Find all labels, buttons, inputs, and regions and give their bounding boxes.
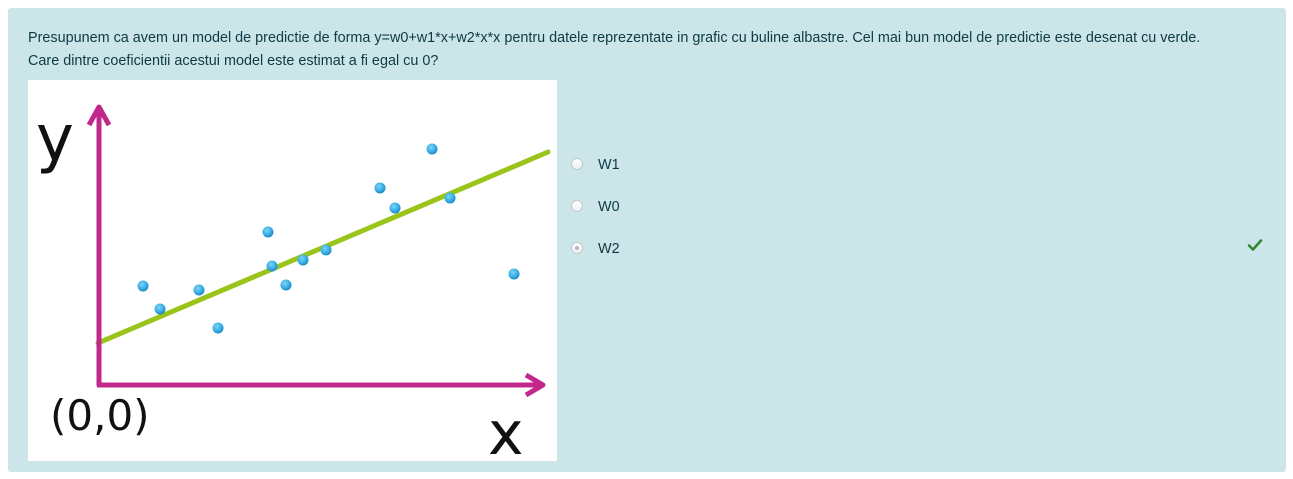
data-point: [262, 226, 274, 238]
data-point: [444, 192, 456, 204]
data-point: [280, 279, 292, 291]
data-points: [137, 143, 520, 334]
data-point: [426, 143, 438, 155]
data-point: [193, 284, 205, 296]
question-line-2: Care dintre coeficientii acestui model e…: [28, 53, 439, 69]
answer-radio-w0[interactable]: [571, 200, 583, 212]
answer-label-w2: W2: [598, 241, 620, 257]
question-card: Presupunem ca avem un model de predictie…: [8, 8, 1286, 472]
data-point: [297, 254, 309, 266]
data-point: [137, 280, 149, 292]
x-axis-label: x: [488, 399, 524, 461]
data-point: [374, 182, 386, 194]
check-icon: [1247, 239, 1263, 251]
answer-option-w0[interactable]: W0: [570, 195, 1270, 237]
data-point: [266, 260, 278, 272]
data-point: [389, 202, 401, 214]
question-text: Presupunem ca avem un model de predictie…: [28, 27, 1268, 73]
scatter-plot: y x (0,0): [36, 102, 551, 461]
answer-options: W1 W0 W2: [570, 153, 1270, 279]
origin-label: (0,0): [50, 391, 150, 440]
question-line-1: Presupunem ca avem un model de predictie…: [28, 30, 1201, 46]
data-point: [320, 244, 332, 256]
scatter-figure: y x (0,0): [28, 80, 557, 461]
y-axis-label: y: [36, 102, 74, 176]
answer-radio-w2[interactable]: [571, 242, 583, 254]
data-point: [212, 322, 224, 334]
answer-label-w1: W1: [598, 157, 620, 173]
answer-label-w0: W0: [598, 199, 620, 215]
y-axis-arrowhead: [86, 104, 112, 127]
answer-option-w2[interactable]: W2: [570, 237, 1270, 279]
x-axis-arrowhead: [524, 372, 546, 398]
answer-radio-w1[interactable]: [571, 158, 583, 170]
data-point: [508, 268, 520, 280]
answer-option-w1[interactable]: W1: [570, 153, 1270, 195]
data-point: [154, 303, 166, 315]
